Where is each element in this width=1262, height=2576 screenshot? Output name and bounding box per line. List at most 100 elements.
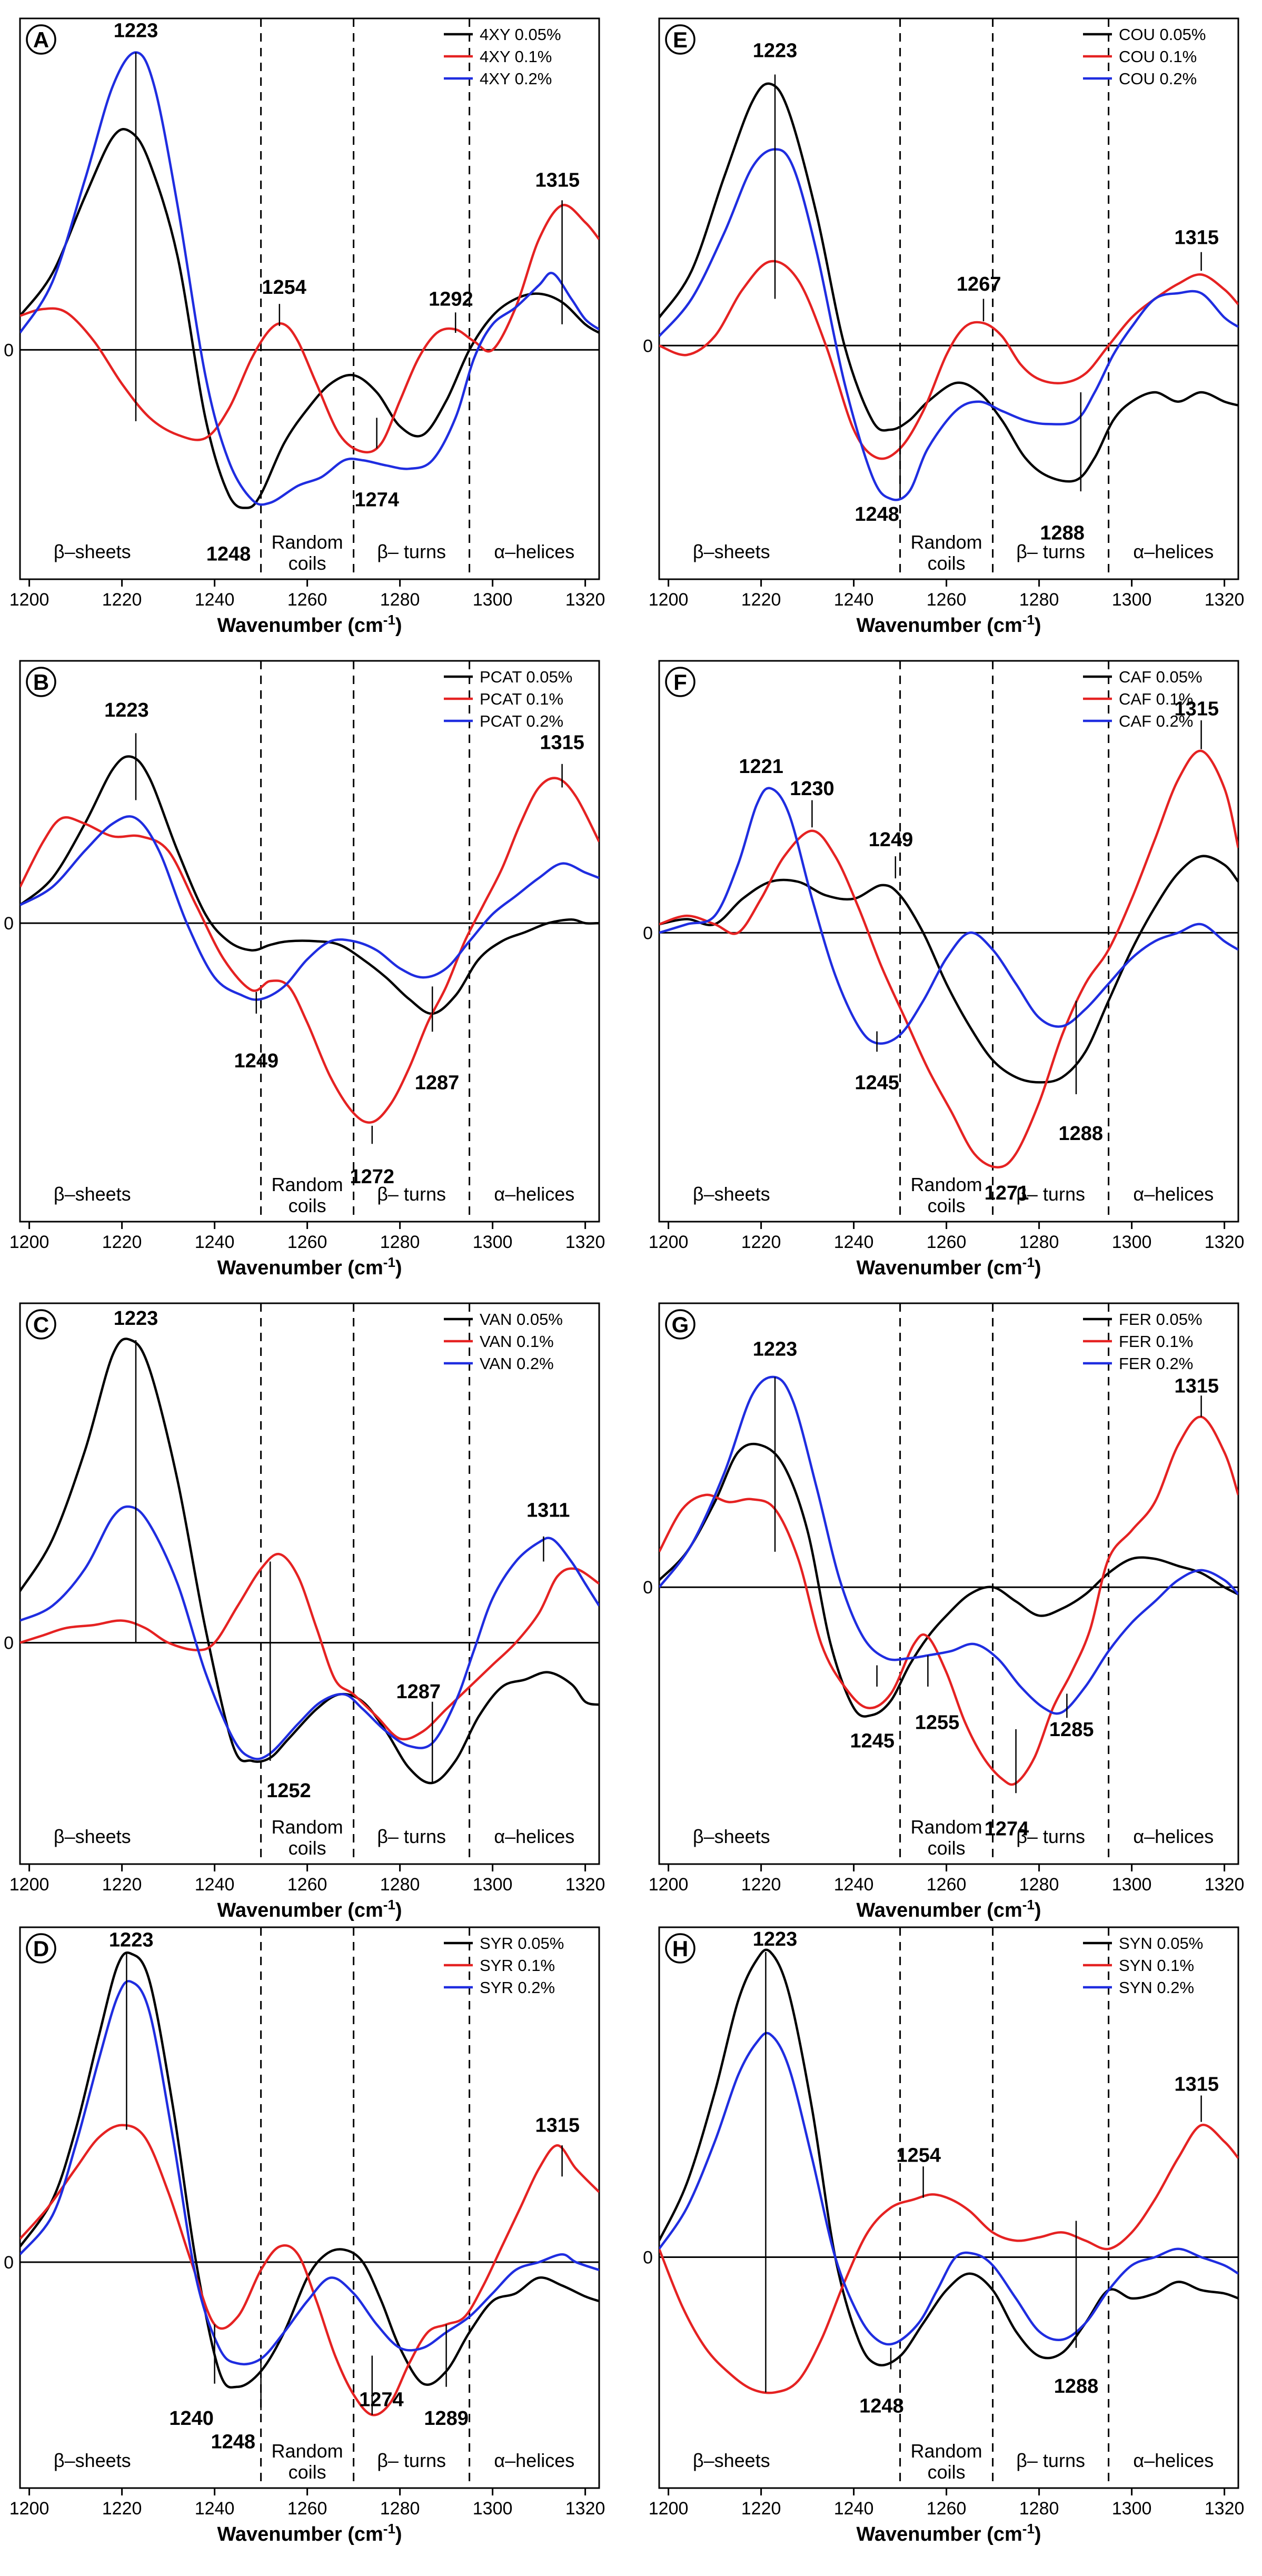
panel-e: 0 1223 1267 1315 1248 1288 β–sheets Randomcoils… bbox=[643, 17, 1245, 637]
x-tick-label-1240: 1240 bbox=[834, 1875, 874, 1895]
x-tick-label-1260: 1260 bbox=[927, 1232, 967, 1252]
region-label-random: Random bbox=[911, 531, 982, 553]
region-label-random: Random bbox=[911, 1816, 982, 1838]
x-tick-label-1320: 1320 bbox=[565, 2499, 605, 2519]
peak-label-1288: 1288 bbox=[1059, 1123, 1104, 1145]
x-tick-label-1220: 1220 bbox=[102, 1875, 142, 1895]
region-label-random: Random bbox=[911, 1174, 982, 1195]
region-label-coils: coils bbox=[928, 1837, 966, 1859]
panel-letter: H bbox=[672, 1936, 688, 1961]
peak-label-1315: 1315 bbox=[535, 170, 580, 192]
panel-letter: G bbox=[672, 1312, 689, 1337]
panel-letter: A bbox=[33, 27, 49, 52]
plot-frame bbox=[19, 1926, 600, 2489]
x-tick-label-1300: 1300 bbox=[1112, 1875, 1152, 1895]
peak-label-1230: 1230 bbox=[790, 778, 834, 800]
region-label-beta-sheets: β–sheets bbox=[693, 2450, 770, 2471]
region-label-alpha-helices: α–helices bbox=[1133, 541, 1214, 562]
panel-badge bbox=[665, 1933, 695, 1964]
x-tick-label-1320: 1320 bbox=[565, 590, 605, 610]
panel-h: 0 1223 1254 1315 1248 1288 β–sheets Randomcoils… bbox=[643, 1926, 1245, 2545]
x-tick-label-1200: 1200 bbox=[9, 2499, 49, 2519]
series-line-2 bbox=[659, 1375, 1238, 1715]
x-tick-label-1220: 1220 bbox=[102, 590, 142, 610]
series-group bbox=[659, 82, 1238, 501]
peak-label-1255: 1255 bbox=[915, 1711, 960, 1733]
region-label-alpha-helices: α–helices bbox=[494, 541, 574, 562]
legend-label-0: CAF 0.05% bbox=[1119, 668, 1203, 686]
x-tick-label-1240: 1240 bbox=[195, 590, 235, 610]
legend-label-2: COU 0.2% bbox=[1119, 70, 1197, 88]
series-group bbox=[20, 1337, 599, 1785]
region-label-alpha-helices: α–helices bbox=[1133, 1183, 1214, 1205]
legend-label-2: CAF 0.2% bbox=[1119, 712, 1193, 730]
series-line-0 bbox=[20, 1337, 599, 1785]
plot-frame bbox=[658, 660, 1239, 1223]
region-label-random: Random bbox=[272, 2440, 343, 2462]
region-label-alpha-helices: α–helices bbox=[494, 1183, 574, 1205]
x-tick-label-1260: 1260 bbox=[287, 2499, 327, 2519]
series-line-0 bbox=[20, 1951, 599, 2389]
zero-label: 0 bbox=[4, 914, 14, 934]
x-tick-label-1220: 1220 bbox=[741, 1232, 781, 1252]
series-line-0 bbox=[659, 1442, 1238, 1718]
legend-label-2: VAN 0.2% bbox=[480, 1354, 554, 1373]
x-tick-label-1260: 1260 bbox=[927, 1875, 967, 1895]
peak-label-1315: 1315 bbox=[1175, 698, 1219, 720]
series-group bbox=[20, 755, 599, 1124]
x-axis-label: Wavenumber (cm-1) bbox=[856, 2521, 1041, 2545]
zero-label: 0 bbox=[643, 336, 653, 356]
x-tick-label-1300: 1300 bbox=[1112, 2499, 1152, 2519]
region-label-beta-turns: β– turns bbox=[377, 1183, 446, 1205]
region-label-coils: coils bbox=[289, 1195, 326, 1216]
peak-label-1221: 1221 bbox=[739, 756, 783, 778]
panel-letter: C bbox=[33, 1312, 49, 1337]
peak-label-1248: 1248 bbox=[206, 543, 251, 566]
peak-label-1274: 1274 bbox=[359, 2389, 404, 2411]
x-axis-label: Wavenumber (cm-1) bbox=[217, 1254, 402, 1279]
x-tick-label-1300: 1300 bbox=[473, 590, 513, 610]
peak-label-1245: 1245 bbox=[854, 1072, 899, 1094]
x-tick-label-1220: 1220 bbox=[102, 1232, 142, 1252]
x-tick-label-1260: 1260 bbox=[287, 1875, 327, 1895]
peak-label-1292: 1292 bbox=[429, 289, 473, 311]
series-line-2 bbox=[20, 1980, 599, 2366]
x-tick-label-1240: 1240 bbox=[195, 1232, 235, 1252]
x-tick-label-1320: 1320 bbox=[1205, 590, 1245, 610]
region-label-random: Random bbox=[272, 1816, 343, 1838]
legend-label-1: VAN 0.1% bbox=[480, 1332, 554, 1351]
peak-label-1248: 1248 bbox=[211, 2431, 256, 2453]
x-tick-label-1320: 1320 bbox=[1205, 1875, 1245, 1895]
zero-label: 0 bbox=[4, 2253, 14, 2273]
x-tick-label-1280: 1280 bbox=[380, 590, 420, 610]
panel-a: 0 1223 1254 1292 1315 1274 1248 β–sheets Randomc… bbox=[4, 17, 605, 637]
plot-frame bbox=[19, 17, 600, 580]
x-tick-label-1200: 1200 bbox=[649, 1875, 689, 1895]
peak-label-1223: 1223 bbox=[753, 1338, 798, 1360]
series-line-0 bbox=[659, 1948, 1238, 2366]
legend-label-1: SYR 0.1% bbox=[480, 1956, 555, 1975]
peak-label-1274: 1274 bbox=[985, 1818, 1029, 1840]
panel-letter: E bbox=[673, 27, 688, 52]
peak-label-1248: 1248 bbox=[859, 2395, 904, 2417]
x-tick-label-1220: 1220 bbox=[741, 1875, 781, 1895]
x-tick-label-1200: 1200 bbox=[9, 1875, 49, 1895]
legend-label-2: SYR 0.2% bbox=[480, 1978, 555, 1997]
region-label-alpha-helices: α–helices bbox=[494, 1826, 574, 1847]
panel-g: 0 1223 1315 1245 1255 1285 1274 β–sheets Randomc… bbox=[643, 1302, 1245, 1921]
peak-label-1245: 1245 bbox=[850, 1730, 895, 1752]
legend-label-0: SYN 0.05% bbox=[1119, 1934, 1203, 1953]
region-label-beta-turns: β– turns bbox=[377, 2450, 446, 2471]
region-label-beta-turns: β– turns bbox=[1016, 1826, 1085, 1847]
panel-badge bbox=[26, 1309, 56, 1340]
legend-label-1: PCAT 0.1% bbox=[480, 690, 563, 708]
region-label-coils: coils bbox=[928, 2461, 966, 2483]
x-tick-label-1260: 1260 bbox=[287, 1232, 327, 1252]
peak-label-1223: 1223 bbox=[104, 699, 149, 721]
x-tick-label-1240: 1240 bbox=[834, 590, 874, 610]
region-label-beta-sheets: β–sheets bbox=[693, 541, 770, 562]
region-label-beta-sheets: β–sheets bbox=[54, 1826, 131, 1847]
x-tick-label-1320: 1320 bbox=[1205, 2499, 1245, 2519]
peak-label-1223: 1223 bbox=[753, 1928, 798, 1950]
